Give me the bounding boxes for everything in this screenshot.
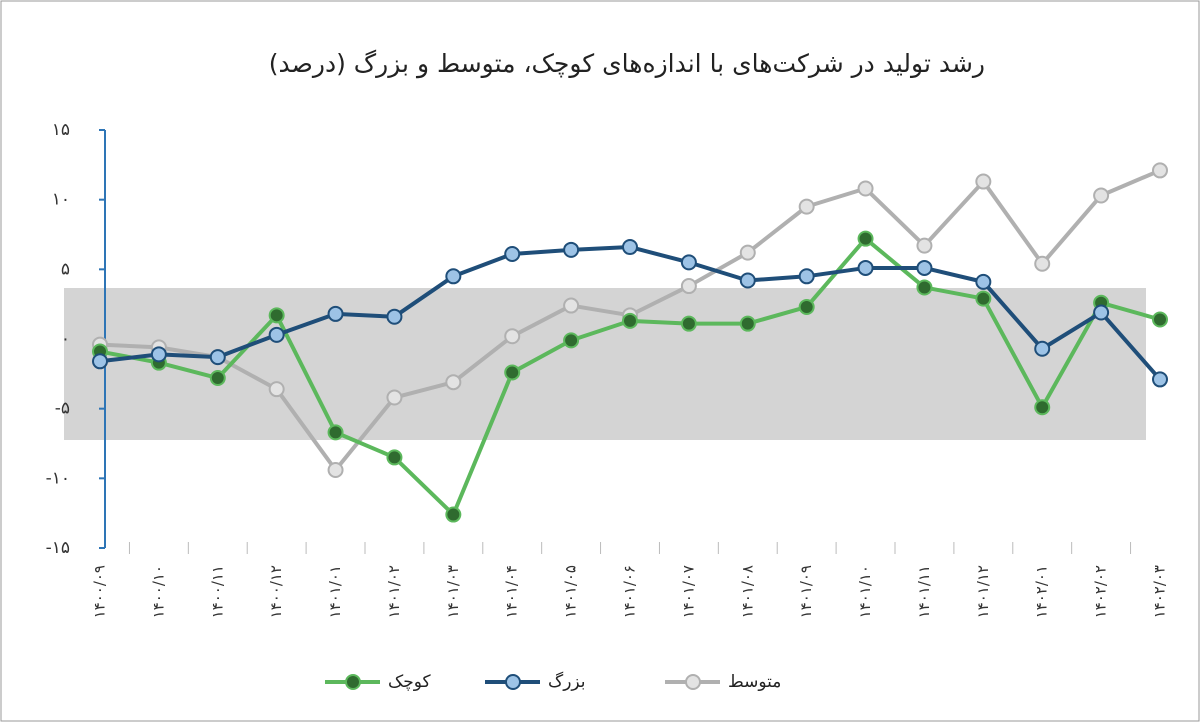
point — [92, 353, 108, 370]
y-tick-label: ۰ — [61, 329, 70, 349]
point — [916, 259, 933, 276]
legend-label: متوسط — [728, 672, 781, 692]
y-tick-label: ۱۰ — [52, 190, 70, 210]
x-tick-label: ۱۴۰۱/۰۳ — [444, 565, 462, 618]
point — [798, 298, 815, 315]
x-tick-label: ۱۴۰۱/۰۷ — [679, 565, 697, 618]
point — [445, 268, 462, 285]
point — [680, 254, 697, 271]
point — [916, 237, 933, 254]
legend-marker — [685, 674, 701, 690]
point — [739, 244, 756, 261]
x-tick-label: ۱۴۰۱/۰۲ — [385, 565, 403, 618]
y-tick-label: ۵ — [61, 259, 70, 279]
y-tick-label: -۱۰ — [46, 468, 70, 488]
point — [857, 230, 874, 247]
point — [327, 305, 344, 322]
point — [268, 381, 285, 398]
point — [975, 273, 992, 290]
point — [622, 239, 638, 256]
point — [1093, 187, 1110, 204]
point — [327, 461, 344, 478]
legend-label: کوچک — [388, 672, 432, 692]
point — [680, 278, 697, 295]
x-tick-label: ۱۴۰۲/۰۲ — [1092, 565, 1110, 618]
point — [857, 180, 874, 197]
point — [916, 279, 933, 296]
legend-label: بزرگ — [548, 671, 586, 692]
point — [1093, 304, 1110, 321]
point — [739, 272, 756, 289]
point — [622, 312, 638, 329]
chart-title: رشد تولید در شرکت‌های با اندازه‌های کوچک… — [269, 49, 985, 79]
point — [445, 374, 462, 391]
point — [857, 259, 874, 276]
legend-marker — [345, 674, 361, 690]
point — [504, 328, 521, 345]
point — [268, 307, 285, 324]
x-tick-label: ۱۴۰۱/۱۲ — [974, 565, 992, 618]
point — [386, 449, 403, 466]
x-tick-label: ۱۴۰۱/۰۸ — [738, 565, 756, 618]
point — [1034, 340, 1051, 357]
x-tick-label: ۱۴۰۱/۱۰ — [856, 565, 874, 618]
point — [1152, 311, 1168, 328]
point — [1034, 399, 1051, 416]
x-tick-label: ۱۴۰۰/۱۲ — [267, 565, 285, 618]
point — [268, 326, 285, 343]
point — [445, 506, 462, 523]
point — [504, 364, 521, 381]
x-tick-label: ۱۴۰۲/۰۳ — [1151, 565, 1169, 618]
point — [975, 173, 992, 190]
point — [680, 315, 697, 332]
x-tick-label: ۱۴۰۱/۰۹ — [797, 565, 815, 618]
y-tick-label: ۱۵ — [52, 120, 70, 140]
point — [386, 389, 403, 406]
point — [209, 370, 226, 387]
x-tick-label: ۱۴۰۲/۰۱ — [1033, 565, 1051, 618]
x-tick-label: ۱۴۰۱/۰۴ — [503, 565, 521, 618]
point — [798, 268, 815, 285]
point — [150, 346, 167, 363]
point — [386, 308, 403, 325]
point — [327, 424, 344, 441]
x-tick-label: ۱۴۰۰/۰۹ — [91, 565, 109, 618]
point — [1152, 162, 1168, 179]
point — [1152, 371, 1168, 388]
point — [798, 198, 815, 215]
x-tick-label: ۱۴۰۱/۰۵ — [562, 565, 580, 618]
watermark-band — [64, 288, 1146, 440]
legend-marker — [505, 674, 521, 690]
point — [975, 290, 992, 307]
y-tick-label: -۵ — [55, 399, 70, 419]
y-tick-label: -۱۵ — [46, 538, 70, 558]
point — [1034, 255, 1051, 272]
x-tick-label: ۱۴۰۱/۰۶ — [621, 565, 639, 618]
x-tick-label: ۱۴۰۰/۱۰ — [149, 565, 167, 618]
x-tick-label: ۱۴۰۱/۱۱ — [915, 565, 933, 618]
x-tick-label: ۱۴۰۱/۰۱ — [326, 565, 344, 618]
x-tick-label: ۱۴۰۰/۱۱ — [208, 565, 226, 618]
point — [563, 241, 580, 258]
point — [563, 297, 580, 314]
point — [563, 332, 580, 349]
point — [209, 349, 226, 366]
point — [739, 315, 756, 332]
point — [504, 246, 521, 263]
